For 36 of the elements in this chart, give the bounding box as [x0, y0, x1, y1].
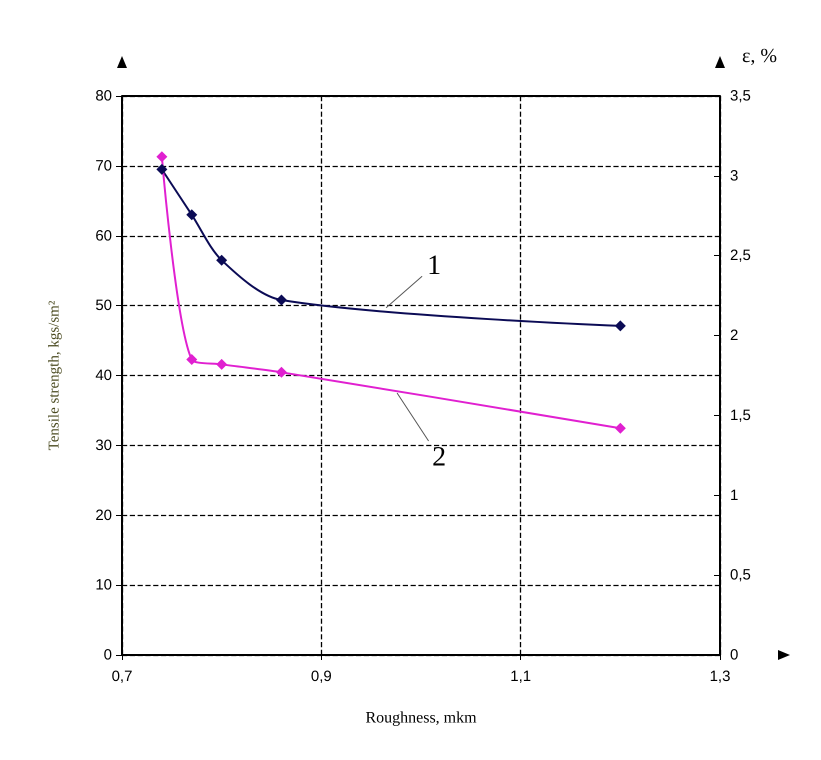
y2-tick-label: 2,5: [730, 247, 751, 264]
y2-tick-label: 1: [730, 486, 738, 504]
y-tick-label: 80: [95, 88, 112, 104]
y-tick-label: 70: [95, 157, 112, 174]
y2-tick-label: 3: [730, 167, 738, 184]
point: [614, 422, 626, 434]
x-tick-label: 1,1: [510, 668, 532, 685]
y-tick-label: 60: [95, 227, 112, 244]
point: [186, 354, 198, 366]
point: [186, 209, 198, 220]
point: [156, 164, 168, 175]
point: [276, 366, 287, 378]
x-tick-label: 0,7: [112, 668, 132, 685]
point: [614, 320, 626, 332]
y-tick-label: 10: [95, 576, 112, 594]
y-tick-label: 30: [95, 436, 112, 454]
y2-tick-label: 1,5: [730, 406, 751, 424]
point: [156, 151, 168, 162]
x-axis-title: Roughness, mkm: [365, 710, 478, 726]
y-tick-label: 50: [95, 297, 112, 314]
y-axis-title: Tensile strength, kgs/sm²: [46, 300, 62, 450]
point: [216, 358, 228, 370]
y-tick-label: 20: [95, 506, 112, 524]
point: [276, 294, 287, 306]
y-tick-label: 0: [104, 646, 112, 664]
y2-tick-label: 0,5: [730, 566, 751, 584]
annotation: 1: [427, 250, 442, 282]
x-tick-label: 1,3: [710, 668, 730, 685]
point: [216, 254, 228, 266]
y-tick-label: 40: [95, 367, 112, 384]
y2-tick-label: 0: [730, 646, 738, 664]
y2-axis-title: ε, %: [742, 45, 778, 67]
y2-tick-label: 2: [730, 327, 738, 344]
y2-tick-label: 3,5: [730, 88, 751, 104]
x-tick-label: 0,9: [310, 668, 332, 685]
annotation: 2: [432, 441, 446, 472]
